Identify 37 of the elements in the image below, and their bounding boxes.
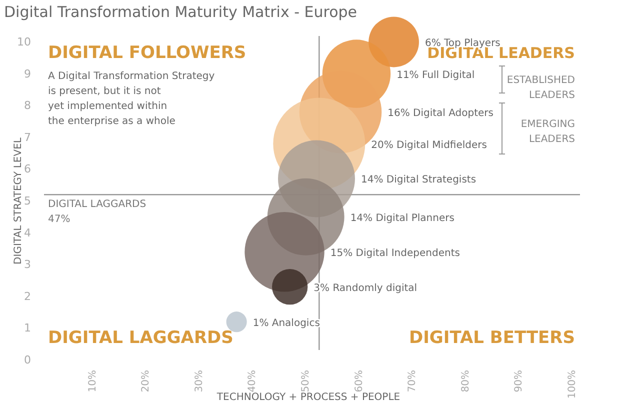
y-tick-label: 7 bbox=[24, 130, 31, 144]
x-tick-label: 20% bbox=[140, 370, 152, 392]
data-label: 14% Digital Planners bbox=[350, 212, 454, 224]
annotation: A Digital Transformation Strategy is present, but it is not yet implemented within the enterprise as a whole bbox=[48, 71, 215, 127]
chart-title: Digital Transformation Maturity Matrix - Europe bbox=[4, 3, 358, 21]
x-tick-label: 40% bbox=[247, 370, 258, 392]
y-tick-label: 3 bbox=[24, 258, 31, 272]
x-tick-label: 90% bbox=[514, 370, 525, 392]
annotation: EMERGING LEADERS bbox=[520, 119, 575, 145]
x-tick-label: 30% bbox=[194, 370, 205, 392]
data-label: 14% Digital Strategists bbox=[360, 174, 476, 186]
x-tick-label: 60% bbox=[354, 370, 365, 392]
y-tick-label: 8 bbox=[24, 99, 31, 112]
x-axis-title: TECHNOLOGY + PROCESS + PEOPLE bbox=[216, 392, 400, 403]
x-tick-label: 80% bbox=[460, 370, 472, 392]
y-tick-label: 1 bbox=[24, 322, 31, 335]
data-label: 16% Digital Adopters bbox=[388, 108, 494, 119]
annotation: DIGITAL LAGGARDS 47% bbox=[48, 199, 146, 225]
x-tick-label: 10% bbox=[87, 370, 98, 392]
y-tick-label: 6 bbox=[24, 162, 31, 176]
x-tick-label: 50% bbox=[300, 370, 312, 392]
y-tick-label: 0 bbox=[24, 354, 31, 367]
annotation: ESTABLISHED LEADERS bbox=[506, 75, 576, 101]
annotation: DIGITAL FOLLOWERS bbox=[48, 43, 246, 63]
data-label: 15% Digital Independents bbox=[330, 248, 460, 259]
annotation: DIGITAL LAGGARDS bbox=[48, 328, 234, 348]
y-tick-label: 9 bbox=[24, 67, 31, 80]
y-tick-label: 2 bbox=[24, 290, 31, 303]
annotation: DIGITAL BETTERS bbox=[409, 328, 575, 348]
data-label: 11% Full Digital bbox=[396, 70, 475, 81]
x-tick-label: 100% bbox=[567, 370, 578, 399]
y-axis-title: DIGITAL STRATEGY LEVEL bbox=[13, 137, 24, 264]
y-tick-label: 4 bbox=[24, 226, 31, 240]
y-tick-label: 5 bbox=[24, 194, 31, 208]
y-tick-label: 10 bbox=[17, 36, 31, 49]
x-tick-label: 70% bbox=[407, 370, 418, 392]
data-label: 20% Digital Midfielders bbox=[371, 140, 487, 151]
